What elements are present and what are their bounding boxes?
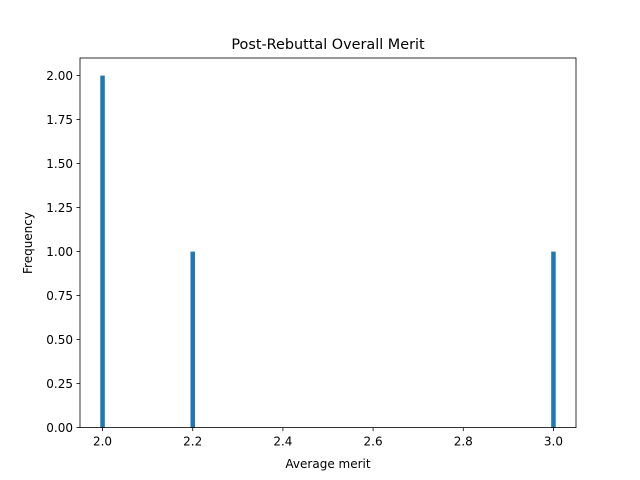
histogram-bar: [100, 75, 105, 428]
y-tick-label: 0.75: [46, 289, 73, 303]
y-tick-label: 1.00: [46, 245, 73, 259]
x-tick-label: 2.8: [454, 435, 473, 449]
y-ticks: 0.00 0.25 0.50 0.75 1.00 1.25 1.50 1.75 2.00: [46, 69, 80, 435]
x-ticks: 2.0 2.2 2.4 2.6 2.8 3.0: [93, 427, 563, 449]
y-tick-label: 2.00: [46, 69, 73, 83]
histogram-bar: [551, 251, 556, 428]
y-tick-label: 1.50: [46, 157, 73, 171]
x-tick-label: 2.0: [93, 435, 112, 449]
y-tick-label: 1.25: [46, 201, 73, 215]
y-tick-label: 0.00: [46, 421, 73, 435]
y-tick-label: 0.25: [46, 377, 73, 391]
x-tick-label: 2.2: [183, 435, 202, 449]
x-tick-label: 2.4: [273, 435, 292, 449]
y-axis-label: Frequency: [21, 212, 35, 274]
y-tick-label: 0.50: [46, 333, 73, 347]
histogram-bar: [190, 251, 195, 428]
x-tick-label: 2.6: [364, 435, 383, 449]
chart-title: Post-Rebuttal Overall Merit: [231, 37, 425, 53]
bars-group: [100, 75, 556, 428]
plot-frame: [79, 57, 577, 429]
x-tick-label: 3.0: [544, 435, 563, 449]
x-axis-label: Average merit: [285, 457, 370, 471]
y-tick-label: 1.75: [46, 113, 73, 127]
